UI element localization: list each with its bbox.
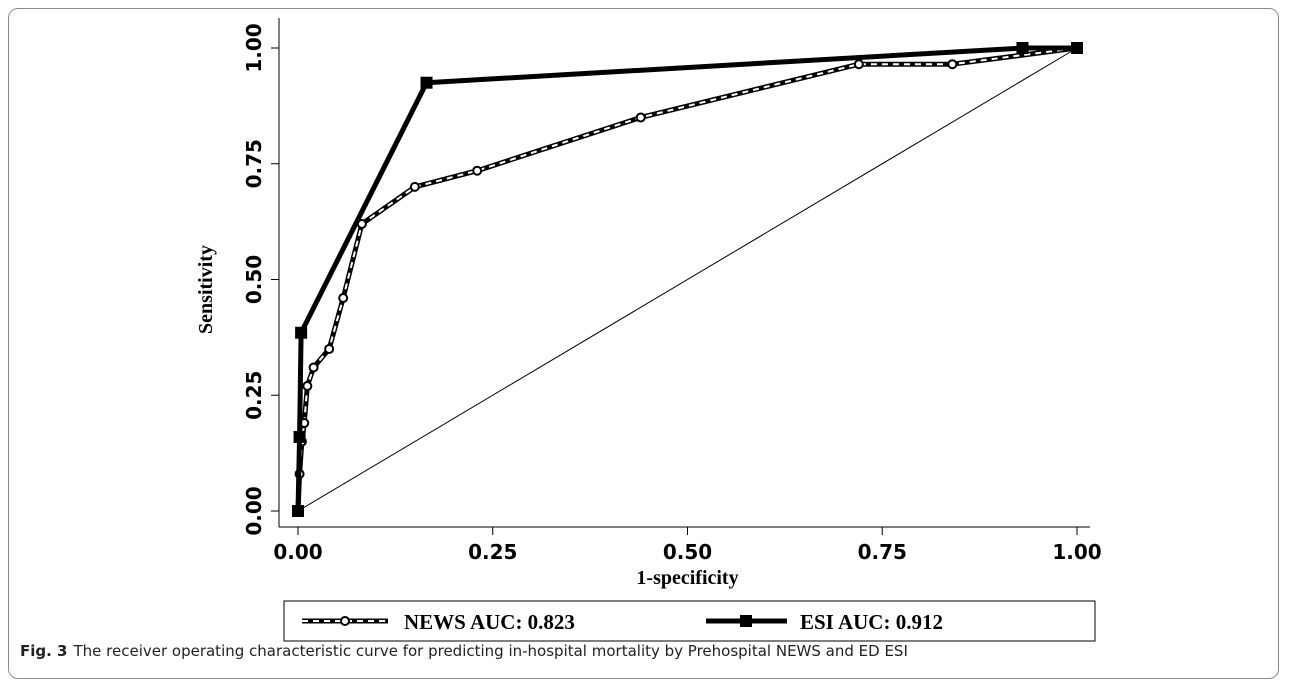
x-tick-label: 1.00 [1052,540,1101,564]
news-point [324,343,335,354]
news-point [635,112,646,123]
legend-esi-label: ESI AUC: 0.912 [800,610,943,634]
news-point [853,59,864,70]
esi-line [295,45,1077,512]
caption-label: Fig. 3 [20,642,68,660]
legend-news-label: NEWS AUC: 0.823 [404,610,575,634]
x-tick-label: 0.50 [663,540,712,564]
x-tick-label: 0.00 [273,540,322,564]
esi-point [292,505,304,517]
y-tick-label: 1.00 [242,23,266,72]
news-point [302,380,313,391]
x-axis-title: 1-specificity [636,567,738,589]
figure-caption: Fig. 3 The receiver operating characteris… [20,642,1270,660]
esi-point [293,430,306,443]
esi-point [420,76,433,89]
y-tick-label: 0.75 [242,139,266,188]
y-axis-title: Sensitivity [195,245,217,334]
axes: 0.00 0.25 0.50 0.75 1.00 0.00 0.25 0.50 0.75 1.00… [195,18,1102,589]
news-point [308,362,319,373]
y-tick-label: 0.25 [242,371,266,420]
legend-news-marker [340,616,350,626]
x-tick-label: 0.25 [468,540,517,564]
news-point [338,293,349,304]
esi-point [1071,42,1083,54]
series-esi [292,42,1083,517]
diagonal-line [297,47,1078,512]
caption-text: The receiver operating characteristic cu… [73,642,908,660]
y-tick-label: 0.50 [242,255,266,304]
legend: NEWS AUC: 0.823 ESI AUC: 0.912 [283,600,1096,642]
news-point [409,181,420,192]
legend-box [283,600,1096,642]
legend-esi-marker [740,615,752,627]
esi-point [1016,42,1029,54]
x-tick-label: 0.75 [858,540,907,564]
news-point [947,59,958,70]
reference-line [297,47,1078,512]
y-tick-label: 0.00 [242,486,266,535]
news-point [472,165,483,176]
esi-point [295,326,308,339]
